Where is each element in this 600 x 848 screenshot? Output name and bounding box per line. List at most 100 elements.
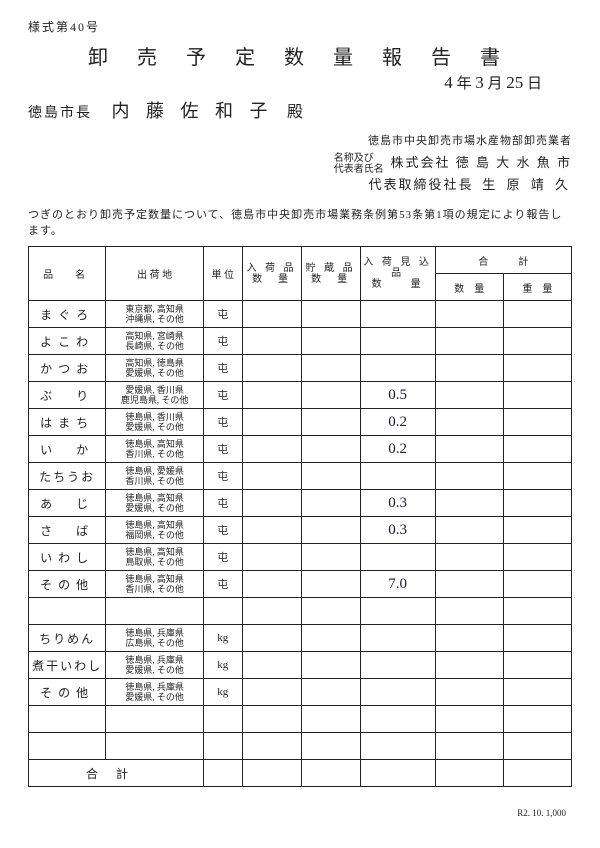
addressee-suffix: 殿 (287, 104, 305, 121)
table-row: まぐろ東京都, 高知県沖縄県, その他屯 (29, 301, 572, 328)
cell-item: ぶ り (29, 382, 106, 409)
cell-qty (435, 571, 503, 598)
cell-item (29, 706, 106, 733)
date-day: 25 (506, 73, 523, 92)
cell-incoming (242, 733, 301, 760)
addressee-name: 内 藤 佐 和 子 (112, 101, 274, 121)
cell-unit: 屯 (203, 301, 242, 328)
table-row: いわし徳島県, 高知県鳥取県, その他屯 (29, 544, 572, 571)
th-qty: 数 量 (435, 274, 503, 301)
cell-qty (435, 517, 503, 544)
cell-origin (106, 733, 204, 760)
cell-weight (503, 490, 571, 517)
cell-weight (503, 598, 571, 625)
table-row: その他徳島県, 高知県香川県, その他屯7.0 (29, 571, 572, 598)
cell-expected: 7.0 (360, 571, 435, 598)
cell-stored (301, 652, 360, 679)
th-item: 品 名 (29, 247, 106, 301)
cell-origin: 徳島県, 兵庫県愛媛県, その他 (106, 652, 204, 679)
cell-stored (301, 679, 360, 706)
cell-qty (435, 706, 503, 733)
cell-expected: 0.2 (360, 436, 435, 463)
cell-stored (301, 571, 360, 598)
cell-expected (360, 328, 435, 355)
addressee-role: 徳島市長 (28, 106, 92, 121)
cell-weight (503, 355, 571, 382)
cell-expected (360, 598, 435, 625)
cell-expected (360, 544, 435, 571)
cell-origin: 徳島県, 兵庫県愛媛県, その他 (106, 679, 204, 706)
cell-weight (503, 517, 571, 544)
cell-expected: 0.3 (360, 517, 435, 544)
date-day-suffix: 日 (527, 76, 542, 92)
cell-incoming (242, 571, 301, 598)
table-row (29, 706, 572, 733)
cell-incoming (242, 409, 301, 436)
cell-expected: 0.3 (360, 490, 435, 517)
date-year-suffix: 年 (456, 76, 471, 92)
table-row: ちりめん徳島県, 兵庫県広島県, その他kg (29, 625, 572, 652)
table-row: たちうお徳島県, 愛媛県香川県, その他屯 (29, 463, 572, 490)
table-row: その他徳島県, 兵庫県愛媛県, その他kg (29, 679, 572, 706)
submitter-rep-title: 代表取締役社長 (368, 177, 473, 192)
cell-stored (301, 733, 360, 760)
cell-incoming (242, 679, 301, 706)
cell-qty (435, 463, 503, 490)
cell-origin: 高知県, 徳島県愛媛県, その他 (106, 355, 204, 382)
cell-stored (301, 517, 360, 544)
table-row: よこわ高知県, 宮崎県長崎県, その他屯 (29, 328, 572, 355)
cell-item: よこわ (29, 328, 106, 355)
cell-unit: 屯 (203, 571, 242, 598)
cell-incoming (242, 490, 301, 517)
table-head: 品 名 出 荷 地 単 位 入 荷 品数 量 貯 蔵 品数 量 入 荷 見 込 … (29, 247, 572, 301)
th-stored: 貯 蔵 品数 量 (301, 247, 360, 301)
cell-expected (360, 355, 435, 382)
submitter-name-label: 名称及び代表者氏名 (334, 153, 384, 175)
cell-item: はまち (29, 409, 106, 436)
th-origin: 出 荷 地 (106, 247, 204, 301)
cell-origin: 徳島県, 香川県愛媛県, その他 (106, 409, 204, 436)
cell-weight (503, 436, 571, 463)
cell-stored (301, 463, 360, 490)
cell-stored (301, 598, 360, 625)
cell-incoming (242, 517, 301, 544)
cell-qty (435, 733, 503, 760)
cell-qty (435, 436, 503, 463)
th-weight: 重 量 (503, 274, 571, 301)
cell-stored (301, 409, 360, 436)
cell-qty (435, 598, 503, 625)
cell-unit: kg (203, 652, 242, 679)
cell-unit: 屯 (203, 544, 242, 571)
cell-origin: 徳島県, 高知県鳥取県, その他 (106, 544, 204, 571)
cell-qty (435, 409, 503, 436)
cell-unit: 屯 (203, 490, 242, 517)
cell-incoming (242, 544, 301, 571)
table-row: さ ば徳島県, 高知県福岡県, その他屯0.3 (29, 517, 572, 544)
table-row: はまち徳島県, 香川県愛媛県, その他屯0.2 (29, 409, 572, 436)
cell-qty (435, 490, 503, 517)
cell-stored (301, 301, 360, 328)
cell-weight (503, 409, 571, 436)
cell-unit: 屯 (203, 436, 242, 463)
cell-weight (503, 328, 571, 355)
cell-weight (503, 382, 571, 409)
table-row: かつお高知県, 徳島県愛媛県, その他屯 (29, 355, 572, 382)
cell-unit: 屯 (203, 328, 242, 355)
cell-unit: kg (203, 679, 242, 706)
addressee: 徳島市長 内 藤 佐 和 子 殿 (28, 97, 572, 123)
cell-expected (360, 301, 435, 328)
cell-origin: 徳島県, 高知県福岡県, その他 (106, 517, 204, 544)
cell-unit: 屯 (203, 409, 242, 436)
total-label: 合計 (29, 760, 204, 787)
cell-incoming (242, 625, 301, 652)
cell-stored (301, 706, 360, 733)
cell-incoming (242, 652, 301, 679)
cell-stored (301, 382, 360, 409)
date-month-suffix: 月 (487, 76, 502, 92)
cell-origin: 徳島県, 高知県香川県, その他 (106, 571, 204, 598)
cell-qty (435, 544, 503, 571)
cell-weight (503, 625, 571, 652)
cell-stored (301, 355, 360, 382)
cell-weight (503, 463, 571, 490)
cell-incoming (242, 382, 301, 409)
